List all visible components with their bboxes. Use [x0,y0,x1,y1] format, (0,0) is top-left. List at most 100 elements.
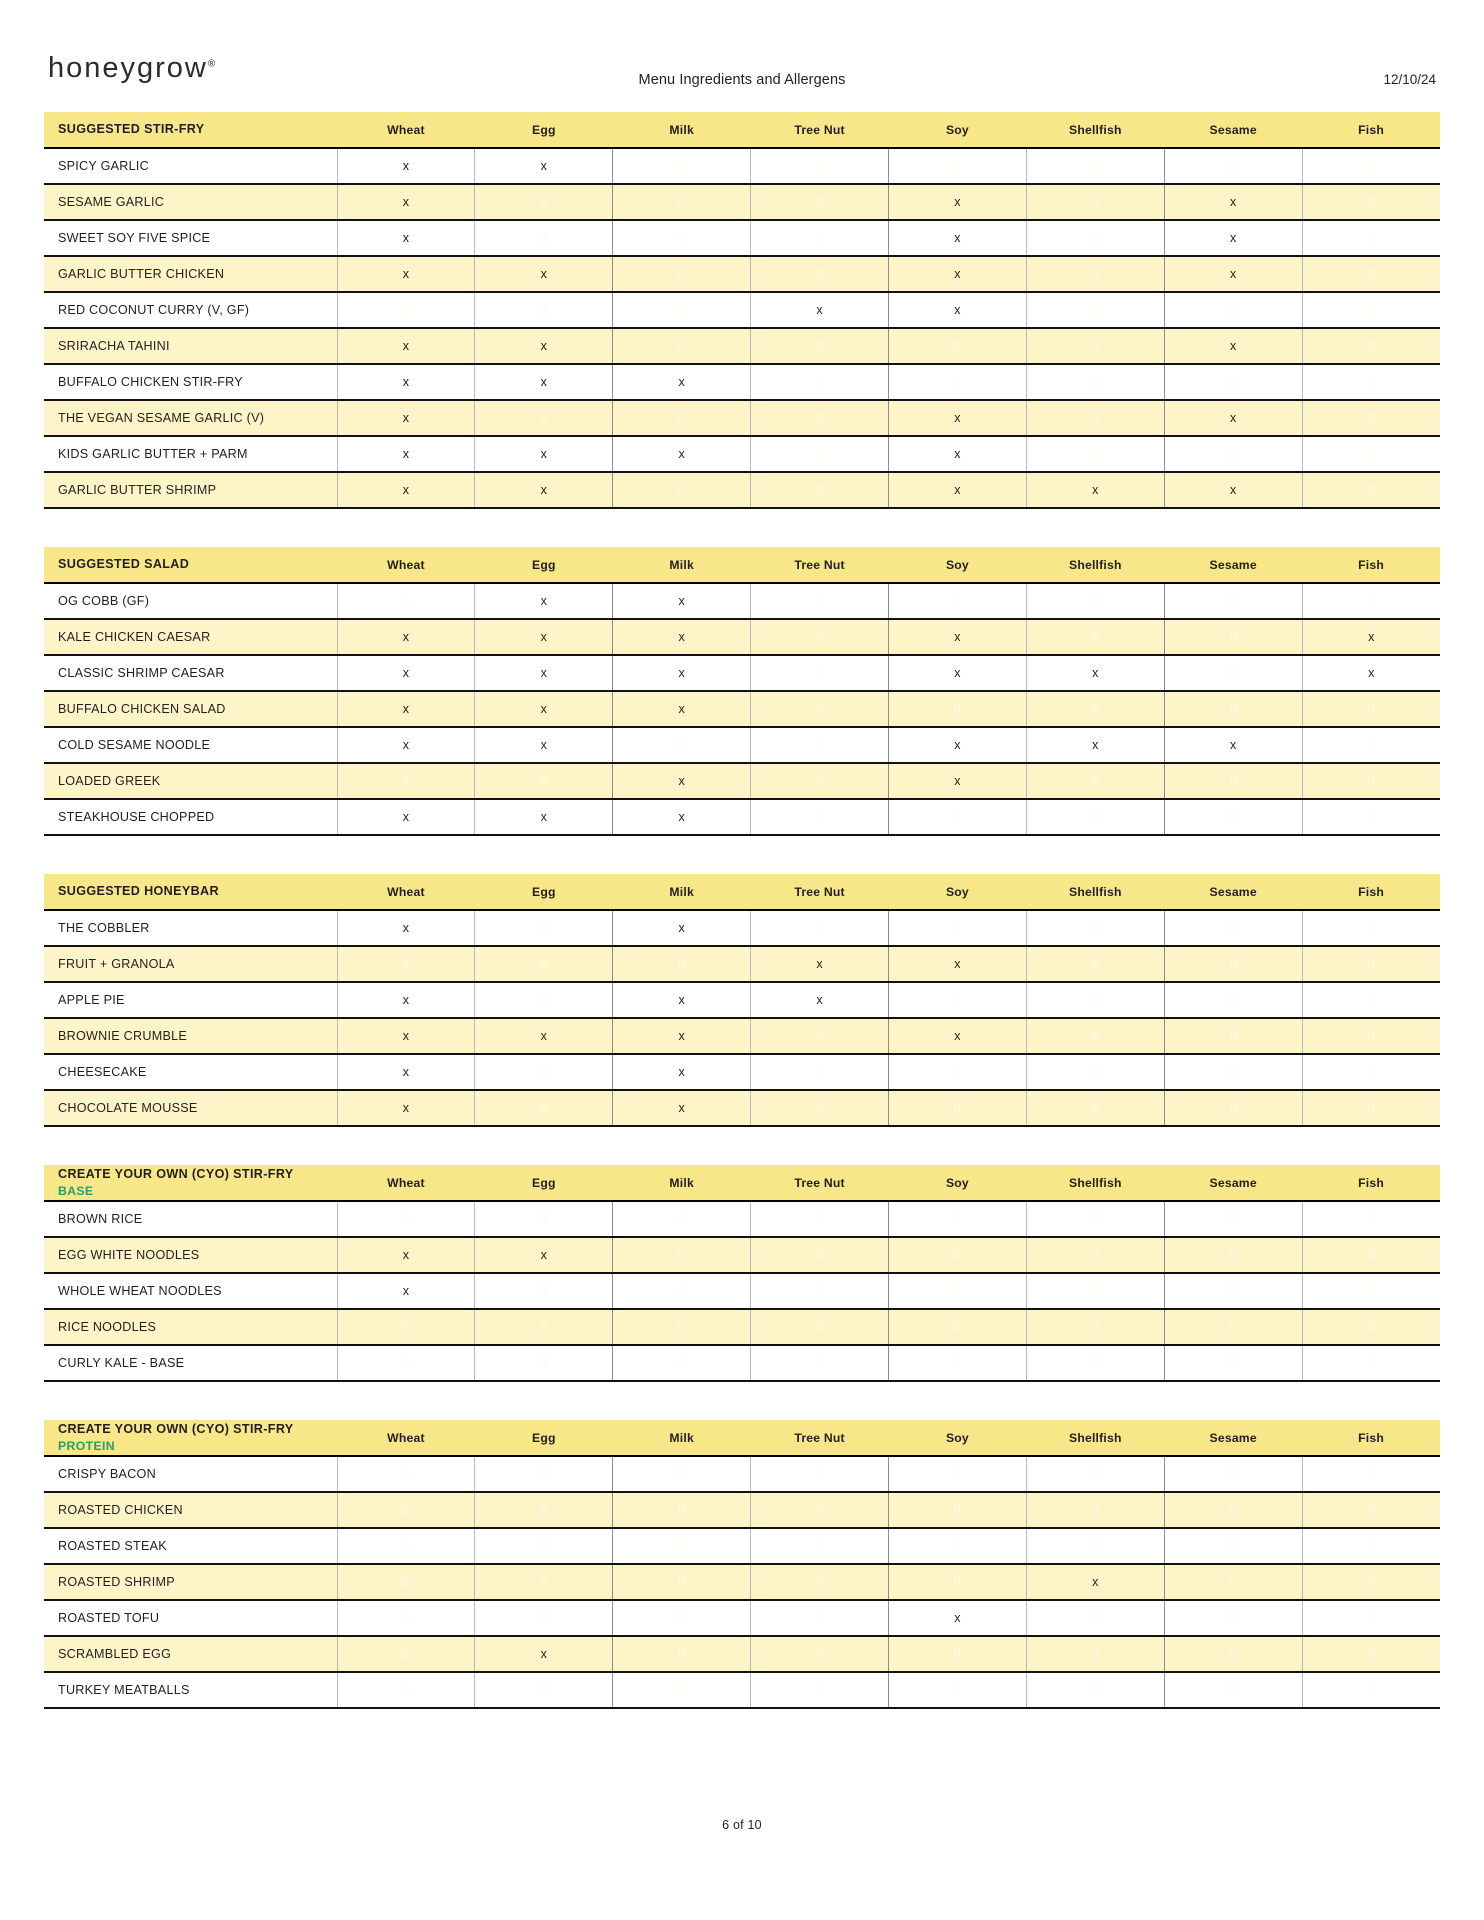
allergen-absent-mark: 0 [540,1683,548,1697]
allergen-absent-mark: 0 [1229,1356,1237,1370]
allergen-cell: 0 [1301,1309,1440,1346]
allergen-cell: 0 [336,1345,475,1382]
allergen-cell: x [888,655,1027,692]
allergen-cell: 0 [1301,436,1440,473]
table-row: GARLIC BUTTER CHICKEN x x 0 0 x 0 x 0 [44,256,1440,293]
table-title: SUGGESTED SALAD [44,547,337,584]
honeygrow-logo: honeygrow® [48,52,215,85]
table-row: THE COBBLER x 0 x 0 0 0 0 0 [44,910,1440,947]
allergen-table: SUGGESTED SALAD Wheat Egg Milk Tree Nut Soy Sh… [44,547,1440,836]
allergen-cell: 0 [474,1600,613,1637]
allergen-cell: x [888,292,1027,329]
allergen-cell: x [888,220,1027,257]
allergen-cell: 0 [750,220,889,257]
allergen-cell: 0 [888,328,1027,365]
allergen-present-mark: x [816,303,823,317]
allergen-present-mark: x [540,810,548,824]
allergen-cell: 0 [1163,1528,1303,1565]
allergen-absent-mark: 0 [402,1683,410,1697]
allergen-present-mark: x [402,159,410,173]
allergen-absent-mark: 0 [1229,1611,1237,1625]
page-date: 12/10/24 [1383,72,1436,87]
allergen-cell: 0 [750,655,889,692]
allergen-cell: x [474,691,613,728]
allergen-cell: 0 [750,1345,889,1382]
allergen-absent-mark: 0 [953,993,962,1007]
allergen-absent-mark: 0 [402,1467,410,1481]
allergen-absent-mark: 0 [1091,1356,1099,1370]
allergen-absent-mark: 0 [815,1467,824,1481]
allergen-cell: 0 [750,1456,889,1493]
allergen-absent-mark: 0 [815,1575,824,1589]
allergen-absent-mark: 0 [678,303,686,317]
allergen-absent-mark: 0 [815,738,824,752]
allergen-absent-mark: 0 [1367,1101,1375,1115]
allergen-cell: 0 [612,1201,751,1238]
allergen-cell: x [1025,472,1165,509]
allergen-cell: 0 [612,184,751,221]
allergen-cell: x [888,946,1027,983]
row-label: RICE NOODLES [44,1309,337,1346]
allergen-absent-mark: 0 [678,267,686,281]
allergen-cell: 0 [1163,619,1303,656]
allergen-cell: 0 [1025,1636,1165,1673]
allergen-cell: 0 [1301,1672,1440,1709]
column-header-soy: Soy [888,547,1027,584]
table-row: ROASTED CHICKEN 0 0 0 0 0 0 0 0 [44,1492,1440,1529]
allergen-cell: x [474,472,613,509]
allergen-absent-mark: 0 [1091,630,1099,644]
table-row: FRUIT + GRANOLA 0 0 0 x x 0 0 0 [44,946,1440,983]
table-header-row: SUGGESTED HONEYBAR Wheat Egg Milk Tree Nut So… [44,874,1440,911]
allergen-absent-mark: 0 [1367,1029,1375,1043]
allergen-absent-mark: 0 [815,1611,824,1625]
allergen-cell: 0 [750,1600,889,1637]
allergen-absent-mark: 0 [540,1284,548,1298]
allergen-cell: x [336,655,475,692]
column-header-tree-nut: Tree Nut [750,1165,889,1202]
allergen-cell: 0 [1163,148,1303,185]
allergen-absent-mark: 0 [1229,1467,1237,1481]
allergen-cell: x [612,1054,751,1091]
allergen-absent-mark: 0 [1367,267,1375,281]
allergen-absent-mark: 0 [815,267,824,281]
allergen-cell: 0 [1301,184,1440,221]
allergen-table: CREATE YOUR OWN (CYO) STIR-FRY PROTEIN Whe… [44,1420,1440,1709]
table-row: CLASSIC SHRIMP CAESAR x x x 0 x x 0 x [44,655,1440,692]
allergen-absent-mark: 0 [1367,738,1375,752]
allergen-absent-mark: 0 [1091,1212,1099,1226]
allergen-absent-mark: 0 [402,1503,410,1517]
allergen-absent-mark: 0 [1229,993,1237,1007]
allergen-absent-mark: 0 [540,921,548,935]
allergen-absent-mark: 0 [1091,1647,1099,1661]
allergen-absent-mark: 0 [678,1611,686,1625]
allergen-absent-mark: 0 [1367,702,1375,716]
allergen-cell: x [336,256,475,293]
table-title-text: SUGGESTED STIR-FRY [58,122,205,137]
allergen-present-mark: x [678,1065,685,1079]
allergen-absent-mark: 0 [1367,810,1375,824]
allergen-cell: x [336,1090,475,1127]
allergen-absent-mark: 0 [678,1320,686,1334]
allergen-present-mark: x [954,267,961,281]
row-label: LOADED GREEK [44,763,337,800]
allergen-absent-mark: 0 [815,195,824,209]
allergen-cell: 0 [1301,910,1440,947]
column-header-milk: Milk [612,1165,751,1202]
allergen-cell: 0 [1163,1600,1303,1637]
allergen-present-mark: x [678,1029,685,1043]
allergen-present-mark: x [1368,666,1375,680]
allergen-cell: 0 [1301,1492,1440,1529]
allergen-present-mark: x [402,447,410,461]
allergen-absent-mark: 0 [815,1356,824,1370]
allergen-absent-mark: 0 [1091,1101,1099,1115]
allergen-cell: 0 [1163,799,1303,836]
allergen-absent-mark: 0 [953,1467,962,1481]
allergen-cell: x [336,727,475,764]
allergen-present-mark: x [402,267,410,281]
allergen-absent-mark: 0 [1091,1029,1099,1043]
allergen-cell: 0 [1301,691,1440,728]
table-title-text: CREATE YOUR OWN (CYO) STIR-FRY [58,1422,294,1437]
table-row: SCRAMBLED EGG 0 x 0 0 0 0 0 0 [44,1636,1440,1673]
allergen-cell: 0 [888,910,1027,947]
allergen-absent-mark: 0 [678,1539,686,1553]
